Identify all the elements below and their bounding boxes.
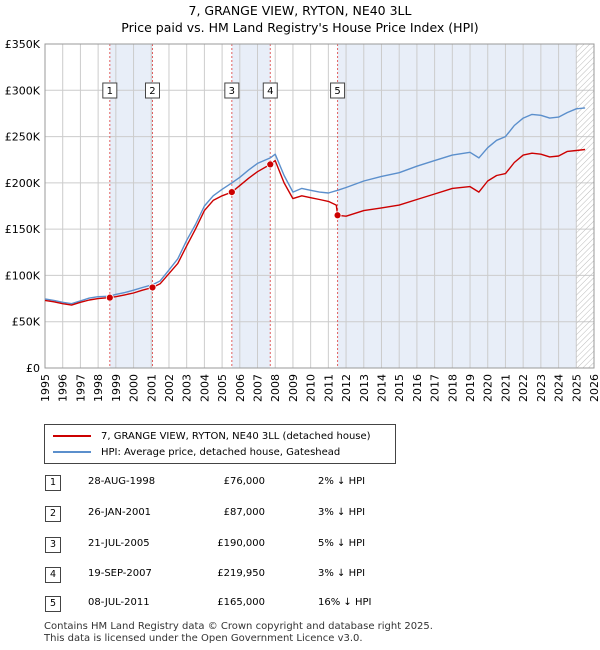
chart-subtitle: Price paid vs. HM Land Registry's House … <box>121 20 479 35</box>
plot-frame <box>44 43 595 369</box>
table-row: 4 19-SEP-2007 £219,950 3% ↓ HPI <box>0 567 600 583</box>
x-tick-label: 2022 <box>517 374 530 402</box>
x-tick-label: 2023 <box>535 374 548 402</box>
sale-marker-label-4: 4 <box>267 86 273 97</box>
row-hpi-diff: 3% ↓ HPI <box>318 568 366 579</box>
ownership-band-3 <box>337 44 577 368</box>
sale-marker-box-4 <box>262 82 278 99</box>
table-row: 3 21-JUL-2005 £190,000 5% ↓ HPI <box>0 537 600 553</box>
sale-point-5 <box>333 211 342 220</box>
footer-copyright: Contains HM Land Registry data © Crown c… <box>44 621 433 632</box>
x-tick-label: 2002 <box>163 374 176 402</box>
x-tick-label: 2025 <box>570 374 583 402</box>
row-number-badge: 1 <box>45 475 61 491</box>
table-row: 5 08-JUL-2011 £165,000 16% ↓ HPI <box>0 596 600 612</box>
x-tick-label: 2019 <box>464 374 477 402</box>
x-tick-label: 1999 <box>110 374 123 402</box>
x-tick-label: 1996 <box>57 374 70 402</box>
row-number-badge: 2 <box>45 506 61 522</box>
x-tick-label: 2003 <box>181 374 194 402</box>
x-tick-label: 2009 <box>287 374 300 402</box>
x-tick-label: 2026 <box>588 374 600 402</box>
x-tick-label: 2020 <box>482 374 495 402</box>
row-number-badge: 3 <box>45 537 61 553</box>
x-tick-label: 2011 <box>322 374 335 402</box>
table-row: 2 26-JAN-2001 £87,000 3% ↓ HPI <box>0 506 600 522</box>
row-date: 28-AUG-1998 <box>88 476 156 487</box>
sale-marker-box-2 <box>144 82 160 99</box>
row-hpi-diff: 2% ↓ HPI <box>318 476 366 487</box>
x-tick-label: 2018 <box>446 374 459 402</box>
y-tick-label: £0 <box>26 362 40 375</box>
price-chart: 1 2 3 4 5 £0 £50K £100K £150K £200K £250K £300K £350… <box>5 38 600 402</box>
footer-licence: This data is licensed under the Open Gov… <box>44 633 363 644</box>
y-tick-label: £200K <box>5 177 41 190</box>
sale-marker-label-1: 1 <box>107 86 113 97</box>
sale-marker-box-3 <box>224 82 240 99</box>
y-tick-label: £50K <box>12 316 41 329</box>
sale-point-4 <box>266 160 275 169</box>
row-number-badge: 5 <box>45 596 61 612</box>
y-tick-label: £250K <box>5 131 41 144</box>
x-tick-label: 2000 <box>128 374 141 402</box>
x-tick-label: 2016 <box>411 374 424 402</box>
row-number-badge: 4 <box>45 567 61 583</box>
legend-swatch-hpi <box>53 451 91 453</box>
row-date: 26-JAN-2001 <box>88 507 152 518</box>
sale-marker-box-1 <box>102 82 118 99</box>
x-tick-label: 2006 <box>234 374 247 402</box>
y-tick-label: £350K <box>5 38 41 51</box>
x-tick-label: 1997 <box>74 374 87 402</box>
row-date: 19-SEP-2007 <box>88 568 152 579</box>
row-hpi-diff: 5% ↓ HPI <box>318 538 366 549</box>
y-tick-label: £150K <box>5 223 41 236</box>
x-tick-label: 2015 <box>393 374 406 402</box>
x-tick-label: 2024 <box>553 374 566 402</box>
chart-title: 7, GRANGE VIEW, RYTON, NE40 3LL <box>188 3 412 18</box>
legend-label-hpi: HPI: Average price, detached house, Gate… <box>101 446 341 458</box>
x-tick-label: 1998 <box>92 374 105 402</box>
row-price: £76,000 <box>223 476 265 487</box>
row-price: £190,000 <box>217 538 265 549</box>
row-price: £219,950 <box>217 568 265 579</box>
sale-marker-label-3: 3 <box>229 86 235 97</box>
hpi-line <box>44 107 586 305</box>
chart-legend: 7, GRANGE VIEW, RYTON, NE40 3LL (detache… <box>44 424 396 464</box>
row-date: 08-JUL-2011 <box>88 597 150 608</box>
x-tick-label: 2010 <box>305 374 318 402</box>
sale-point-2 <box>148 283 157 292</box>
x-tick-label: 2017 <box>429 374 442 402</box>
x-tick-label: 2004 <box>198 374 211 402</box>
x-tick-label: 2001 <box>145 374 158 402</box>
row-hpi-diff: 16% ↓ HPI <box>318 597 372 608</box>
table-row: 1 28-AUG-1998 £76,000 2% ↓ HPI <box>0 475 600 491</box>
x-tick-label: 2005 <box>216 374 229 402</box>
row-date: 21-JUL-2005 <box>88 538 150 549</box>
legend-label-property: 7, GRANGE VIEW, RYTON, NE40 3LL (detache… <box>101 430 371 442</box>
x-tick-label: 2013 <box>358 374 371 402</box>
projection-area <box>576 44 594 368</box>
property-line <box>44 148 586 306</box>
x-tick-label: 2014 <box>375 374 388 402</box>
legend-item-property: 7, GRANGE VIEW, RYTON, NE40 3LL (detache… <box>53 429 371 443</box>
row-price: £165,000 <box>217 597 265 608</box>
legend-swatch-property <box>53 435 91 437</box>
x-tick-label: 2021 <box>499 374 512 402</box>
y-tick-label: £300K <box>5 84 41 97</box>
x-tick-label: 1995 <box>39 374 52 402</box>
y-tick-label: £100K <box>5 269 41 282</box>
row-hpi-diff: 3% ↓ HPI <box>318 507 366 518</box>
sale-point-3 <box>227 188 236 197</box>
row-price: £87,000 <box>223 507 265 518</box>
sale-marker-label-5: 5 <box>334 86 340 97</box>
sale-marker-box-5 <box>330 82 346 99</box>
sale-marker-label-2: 2 <box>149 86 155 97</box>
x-tick-label: 2012 <box>340 374 353 402</box>
sale-point-1 <box>105 293 114 302</box>
legend-item-hpi: HPI: Average price, detached house, Gate… <box>53 445 340 459</box>
x-tick-label: 2008 <box>269 374 282 402</box>
x-tick-label: 2007 <box>252 374 265 402</box>
